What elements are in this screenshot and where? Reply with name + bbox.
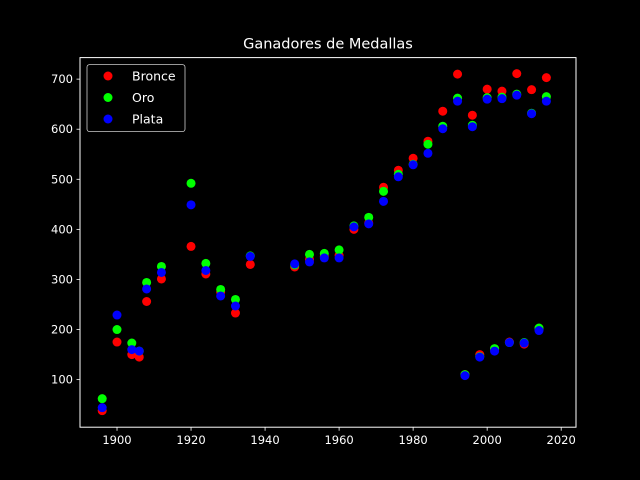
x-tick-label-5: 2000 [473,433,502,447]
point-plata-20 [423,148,433,158]
point-bronce-10 [245,259,255,269]
point-oro-20 [423,139,433,149]
legend-label-oro: Oro [132,90,154,105]
legend: Bronce Oro Plata [86,64,186,132]
y-tick-label-5: 600 [51,122,73,136]
point-plata-19 [408,160,418,170]
point-plata-16 [364,219,374,229]
point-oro-0 [97,394,107,404]
point-bronce-22 [453,69,463,79]
point-bronce-9 [230,308,240,318]
y-tick-label-1: 200 [51,323,73,337]
plot-frame [79,57,577,428]
point-plata-32 [527,109,537,119]
point-plata-0 [97,403,107,413]
x-tick-label-6: 2020 [547,433,576,447]
point-oro-14 [334,245,344,255]
point-plata-22 [453,96,463,106]
point-plata-3 [134,346,144,356]
point-bronce-32 [527,85,537,95]
point-plata-12 [304,257,314,267]
legend-label-plata: Plata [132,112,163,127]
legend-marker-plata [103,114,113,124]
point-plata-31 [519,338,529,348]
y-tick-label-2: 300 [51,272,73,286]
point-bronce-1 [112,337,122,347]
points-layer [97,69,551,416]
y-tick-label-0: 100 [51,373,73,387]
y-tick-label-6: 700 [51,72,73,86]
x-tick-label-0: 1900 [102,433,131,447]
chart-title: Ganadores de Medallas [243,37,413,53]
point-plata-5 [156,267,166,277]
point-plata-18 [393,172,403,182]
point-plata-27 [490,346,500,356]
x-axis: 1900 1920 1940 1960 1980 2000 2020 [102,427,576,447]
point-oro-12 [304,249,314,259]
point-plata-30 [512,90,522,100]
point-oro-8 [216,284,226,294]
point-oro-16 [364,212,374,222]
point-plata-26 [482,94,492,104]
point-oro-9 [230,294,240,304]
legend-box [86,64,186,132]
point-plata-10 [245,251,255,261]
point-plata-23 [460,371,470,381]
point-oro-1 [112,325,122,335]
point-plata-14 [334,253,344,263]
y-axis: 100 200 300 400 500 600 700 [51,72,80,387]
x-tick-label-1: 1920 [176,433,205,447]
point-plata-11 [290,259,300,269]
point-plata-6 [186,200,196,210]
point-plata-17 [379,196,389,206]
point-bronce-26 [482,84,492,94]
point-plata-33 [534,326,544,336]
point-plata-25 [475,352,485,362]
point-plata-2 [127,345,137,355]
point-plata-29 [504,338,514,348]
point-bronce-6 [186,241,196,251]
point-oro-7 [201,258,211,268]
legend-marker-oro [103,93,113,102]
point-plata-13 [319,253,329,263]
point-bronce-4 [142,297,152,306]
point-bronce-24 [467,110,477,120]
point-plata-15 [349,222,359,232]
x-tick-label-4: 1980 [398,433,427,447]
point-plata-24 [467,122,477,132]
point-bronce-34 [541,73,551,83]
point-plata-8 [216,291,226,301]
point-plata-34 [541,96,551,106]
y-tick-label-4: 500 [51,172,73,186]
point-oro-17 [379,186,389,196]
point-plata-4 [142,284,152,294]
x-tick-label-2: 1940 [250,433,279,447]
point-bronce-21 [438,106,448,116]
point-oro-4 [142,277,152,287]
x-tick-label-3: 1960 [324,433,353,447]
y-tick-label-3: 400 [51,222,73,236]
legend-label-bronce: Bronce [132,69,176,84]
point-plata-1 [112,310,122,320]
point-plata-7 [201,265,211,275]
point-plata-28 [497,94,507,104]
point-oro-2 [127,338,137,348]
point-bronce-30 [512,69,522,79]
point-oro-6 [186,178,196,188]
point-bronce-5 [156,274,166,284]
legend-marker-bronce [103,71,113,81]
point-plata-21 [438,124,448,134]
point-plata-9 [230,301,240,311]
legend-entries: Bronce Oro Plata [103,69,176,127]
